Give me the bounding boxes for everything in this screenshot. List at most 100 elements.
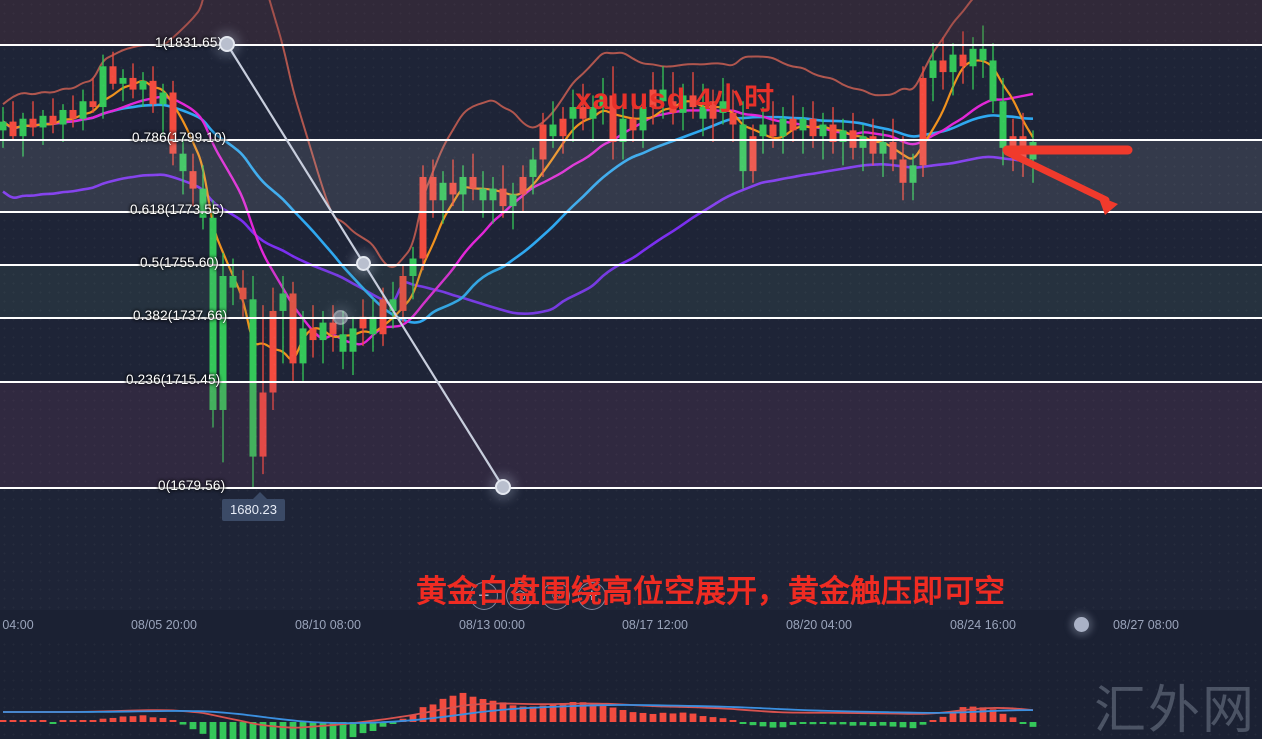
candle[interactable] — [579, 83, 587, 131]
candle[interactable] — [169, 80, 177, 166]
candle[interactable] — [979, 25, 987, 78]
time-axis[interactable]: 04:00 08/05 20:00 08/10 08:00 08/13 00:00 08… — [0, 610, 1262, 640]
candle[interactable] — [799, 107, 807, 154]
candle[interactable] — [159, 83, 167, 137]
candle[interactable] — [739, 101, 747, 189]
candle[interactable] — [519, 165, 527, 212]
candle[interactable] — [609, 66, 617, 160]
candle[interactable] — [309, 305, 317, 358]
candle[interactable] — [89, 77, 97, 113]
drawing-tool-buttons[interactable]: ✛ ⬡ ⌾ ✛ — [470, 582, 606, 610]
candle[interactable] — [439, 171, 447, 224]
fib-line-0.236[interactable] — [0, 381, 1262, 383]
fib-line-0.382[interactable] — [0, 317, 1262, 319]
fib-line-0.618[interactable] — [0, 211, 1262, 213]
delete-tool-icon[interactable]: ✛ — [578, 582, 606, 610]
candle[interactable] — [449, 159, 457, 207]
fib-line-0[interactable] — [0, 487, 1262, 489]
fib-line-0.5[interactable] — [0, 264, 1262, 266]
candle[interactable] — [909, 153, 917, 201]
price-pane[interactable]: 1(1831.65) 0.786(1799.10) 0.618(1773.55) 0.… — [0, 0, 1262, 610]
candle[interactable] — [269, 287, 277, 410]
candle[interactable] — [409, 246, 417, 300]
candle[interactable] — [729, 89, 737, 143]
candle[interactable] — [359, 299, 367, 346]
trendline-handle-mid-1[interactable] — [333, 310, 348, 325]
candle[interactable] — [99, 54, 107, 119]
candle[interactable] — [929, 42, 937, 102]
candle[interactable] — [869, 118, 877, 166]
candle[interactable] — [459, 165, 467, 212]
candle[interactable] — [569, 89, 577, 143]
candle[interactable] — [499, 165, 507, 218]
candle[interactable] — [619, 101, 627, 160]
projection-arrow[interactable] — [1002, 145, 1133, 215]
candle[interactable] — [319, 310, 327, 364]
candle[interactable] — [989, 42, 997, 113]
candle[interactable] — [129, 63, 137, 99]
candle[interactable] — [429, 159, 437, 218]
fib-line-0.786[interactable] — [0, 139, 1262, 141]
candle[interactable] — [839, 118, 847, 166]
candle[interactable] — [889, 118, 897, 172]
candle[interactable] — [779, 107, 787, 154]
candle[interactable] — [49, 98, 57, 134]
candle[interactable] — [829, 107, 837, 154]
candle[interactable] — [479, 171, 487, 218]
candle[interactable] — [859, 124, 867, 172]
candle[interactable] — [19, 112, 27, 157]
candle[interactable] — [819, 112, 827, 160]
candle[interactable] — [709, 89, 717, 143]
candle[interactable] — [299, 310, 307, 381]
candle[interactable] — [139, 72, 147, 108]
candle[interactable] — [629, 95, 637, 143]
candle[interactable] — [589, 95, 597, 143]
candle[interactable] — [959, 31, 967, 84]
candle[interactable] — [259, 305, 267, 475]
candle[interactable] — [659, 66, 667, 119]
candle[interactable] — [919, 66, 927, 177]
candle[interactable] — [679, 83, 687, 131]
candle[interactable] — [389, 281, 397, 329]
projection-arrow-layer[interactable] — [0, 0, 1262, 610]
candle[interactable] — [149, 66, 157, 113]
candle[interactable] — [469, 153, 477, 201]
lock-tool-icon[interactable]: ⌾ — [542, 582, 570, 610]
candle[interactable] — [109, 51, 117, 90]
candle[interactable] — [689, 72, 697, 119]
candle[interactable] — [539, 112, 547, 177]
magnet-tool-icon[interactable]: ⬡ — [506, 582, 534, 610]
fib-line-1[interactable] — [0, 44, 1262, 46]
candle[interactable] — [219, 252, 227, 463]
candle[interactable] — [749, 124, 757, 183]
candle[interactable] — [79, 89, 87, 131]
candle[interactable] — [879, 130, 887, 177]
candle[interactable] — [379, 287, 387, 346]
candle[interactable] — [69, 95, 77, 128]
candle[interactable] — [529, 147, 537, 195]
candle[interactable] — [189, 153, 197, 207]
candle[interactable] — [229, 258, 237, 306]
candle[interactable] — [119, 69, 127, 102]
candle[interactable] — [0, 107, 7, 148]
candle[interactable] — [349, 316, 357, 376]
candle[interactable] — [559, 107, 567, 154]
candle[interactable] — [899, 136, 907, 201]
candle[interactable] — [509, 182, 517, 230]
candle[interactable] — [199, 165, 207, 230]
trendline-handle-start[interactable] — [219, 36, 235, 52]
candle[interactable] — [669, 72, 677, 125]
candle[interactable] — [699, 83, 707, 137]
candle[interactable] — [59, 104, 67, 143]
candle[interactable] — [399, 264, 407, 323]
candle[interactable] — [369, 299, 377, 352]
candle[interactable] — [209, 200, 217, 428]
candle[interactable] — [1009, 118, 1017, 172]
trendline-handle-end[interactable] — [495, 479, 511, 495]
candle[interactable] — [489, 176, 497, 224]
candle[interactable] — [599, 77, 607, 125]
candle[interactable] — [419, 165, 427, 271]
candle[interactable] — [9, 101, 17, 140]
candle[interactable] — [719, 77, 727, 125]
trendline-handle-mid-0[interactable] — [356, 256, 371, 271]
